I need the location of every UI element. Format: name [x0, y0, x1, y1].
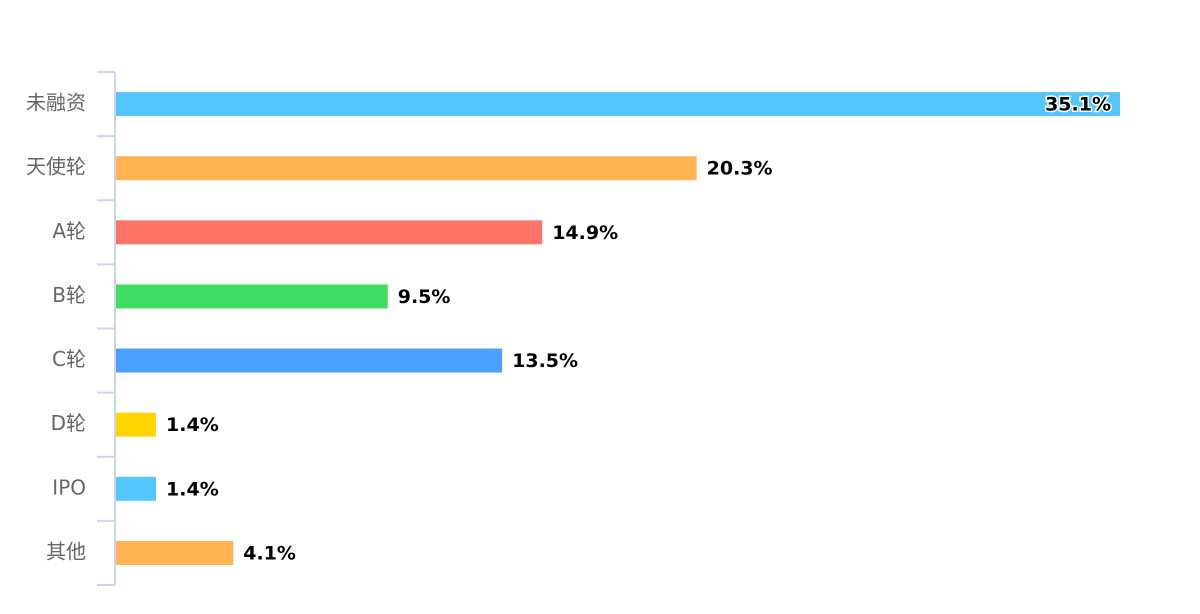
- data-label: 9.5%: [398, 286, 451, 308]
- data-label: 35.1%: [1045, 94, 1111, 116]
- y-tick-label: D轮: [51, 411, 86, 435]
- bar: [116, 220, 543, 245]
- y-tick-label: 天使轮: [26, 155, 86, 179]
- y-tick-label: A轮: [52, 219, 86, 243]
- bar: [116, 476, 157, 501]
- data-label: 14.9%: [552, 222, 618, 244]
- y-tick-label: 未融资: [26, 91, 86, 115]
- y-tick-label: IPO: [52, 475, 86, 499]
- bar: [116, 284, 388, 309]
- data-label: 4.1%: [243, 542, 296, 564]
- data-label: 20.3%: [707, 158, 773, 180]
- bar: [116, 540, 234, 565]
- bar: [116, 156, 697, 181]
- y-tick-label: 其他: [46, 539, 86, 563]
- bar: [116, 92, 1120, 117]
- data-label: 1.4%: [166, 478, 219, 500]
- bar: [116, 348, 503, 373]
- data-label: 13.5%: [512, 350, 578, 372]
- y-tick-label: B轮: [52, 283, 86, 307]
- y-tick-label: C轮: [52, 347, 86, 371]
- bar: [116, 412, 157, 437]
- data-label: 1.4%: [166, 414, 219, 436]
